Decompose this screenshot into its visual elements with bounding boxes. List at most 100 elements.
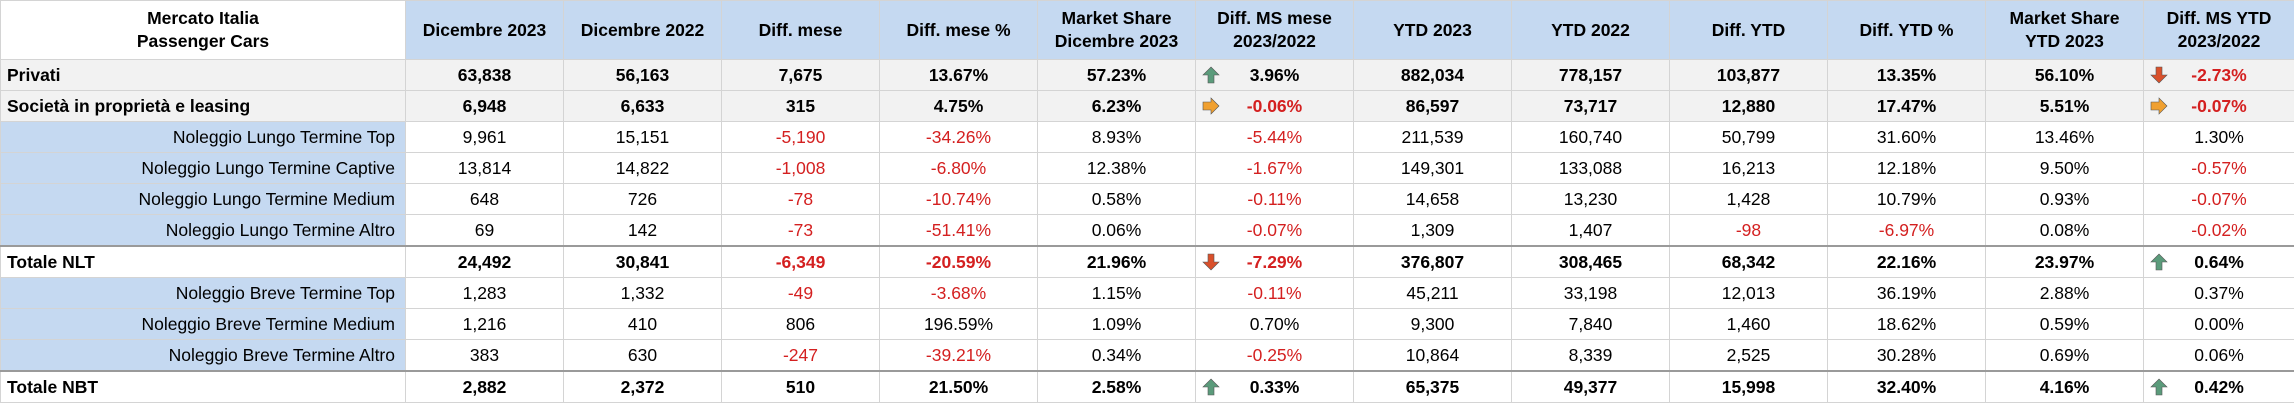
table-cell: -0.06% xyxy=(1195,90,1354,122)
column-header: YTD 2023 xyxy=(1353,0,1512,60)
cell-value: 510 xyxy=(785,376,816,397)
cell-value: 1,428 xyxy=(1726,188,1771,209)
cell-value: 9,300 xyxy=(1410,313,1455,334)
table-cell: -0.07% xyxy=(1195,214,1354,247)
table-row: Totale NLT 24,492 30,841 -6,349 -20.59% 21.96… xyxy=(0,245,2294,278)
table-cell: 73,717 xyxy=(1511,90,1670,122)
cell-value: 86,597 xyxy=(1405,95,1460,116)
cell-value: 8.93% xyxy=(1091,126,1142,147)
cell-value: 31.60% xyxy=(1876,126,1937,147)
cell-value: 0.93% xyxy=(2039,188,2090,209)
cell-value: 1,332 xyxy=(620,282,665,303)
cell-value: 7,840 xyxy=(1568,313,1613,334)
cell-value: 12,013 xyxy=(1721,282,1776,303)
cell-value: 2,882 xyxy=(462,376,507,397)
cell-value: 7,675 xyxy=(778,64,823,85)
column-header: Market Share YTD 2023 xyxy=(1985,0,2144,60)
cell-value: -34.26% xyxy=(925,126,992,147)
table-cell: 31.60% xyxy=(1827,121,1986,153)
table-row: Noleggio Breve Termine Medium 1,216 410 806… xyxy=(0,308,2294,340)
table-cell: 49,377 xyxy=(1511,370,1670,403)
table-cell: 23.97% xyxy=(1985,245,2144,278)
table-cell: 2.88% xyxy=(1985,277,2144,309)
column-header-line: Diff. mese % xyxy=(906,19,1011,40)
table-cell: 24,492 xyxy=(405,245,564,278)
cell-value: 36.19% xyxy=(1876,282,1937,303)
table-cell: 1.30% xyxy=(2143,121,2294,153)
cell-value: -10.74% xyxy=(925,188,992,209)
column-header-line: Dicembre 2023 xyxy=(1054,31,1179,51)
cell-value: 376,807 xyxy=(1400,251,1465,272)
cell-value: 68,342 xyxy=(1721,251,1776,272)
cell-value: -0.11% xyxy=(1247,282,1302,303)
table-cell: 1,428 xyxy=(1669,183,1828,215)
cell-value: 1.09% xyxy=(1091,313,1142,334)
table-cell: -0.02% xyxy=(2143,214,2294,247)
table-cell: 630 xyxy=(563,339,722,372)
table-cell: 65,375 xyxy=(1353,370,1512,403)
cell-value: 10.79% xyxy=(1876,188,1937,209)
table-cell: 30,841 xyxy=(563,245,722,278)
row-label: Società in proprietà e leasing xyxy=(0,90,406,122)
cell-value: 15,151 xyxy=(615,126,670,147)
table-cell: 45,211 xyxy=(1353,277,1512,309)
table-cell: -0.07% xyxy=(2143,183,2294,215)
cell-value: 806 xyxy=(785,313,816,334)
table-cell: 2,882 xyxy=(405,370,564,403)
table-cell: -0.11% xyxy=(1195,277,1354,309)
column-header-line: Diff. mese xyxy=(758,19,843,40)
cell-value: 65,375 xyxy=(1405,376,1460,397)
cell-value: 149,301 xyxy=(1400,157,1465,178)
table-cell: -1.67% xyxy=(1195,152,1354,184)
cell-value: 0.59% xyxy=(2039,313,2090,334)
table-body: Privati 63,838 56,163 7,675 13.67% 57.23% 3.96… xyxy=(0,59,2294,403)
table-cell: 142 xyxy=(563,214,722,247)
cell-value: 45,211 xyxy=(1406,282,1459,303)
row-label: Privati xyxy=(0,59,406,91)
table-cell: 6,948 xyxy=(405,90,564,122)
column-header: YTD 2022 xyxy=(1511,0,1670,60)
table-cell: 0.33% xyxy=(1195,370,1354,403)
table-cell: 376,807 xyxy=(1353,245,1512,278)
cell-value: 9.50% xyxy=(2039,157,2090,178)
cell-value: 648 xyxy=(469,188,500,209)
cell-value: 0.34% xyxy=(1091,344,1142,365)
cell-value: -6.97% xyxy=(1878,219,1935,240)
table-cell: 32.40% xyxy=(1827,370,1986,403)
column-header: Market Share Dicembre 2023 xyxy=(1037,0,1196,60)
cell-value: 33,198 xyxy=(1563,282,1618,303)
table-cell: 68,342 xyxy=(1669,245,1828,278)
row-label: Noleggio Lungo Termine Altro xyxy=(0,214,406,247)
table-cell: 315 xyxy=(721,90,880,122)
cell-value: 0.08% xyxy=(2039,219,2090,240)
table-cell: 0.70% xyxy=(1195,308,1354,340)
table-cell: 510 xyxy=(721,370,880,403)
cell-value: 160,740 xyxy=(1558,126,1623,147)
table-cell: 211,539 xyxy=(1353,121,1512,153)
table-cell: 15,998 xyxy=(1669,370,1828,403)
table-cell: -2.73% xyxy=(2143,59,2294,91)
cell-value: 0.06% xyxy=(1091,219,1142,240)
cell-value: 0.33% xyxy=(1249,376,1300,397)
cell-value: 5.51% xyxy=(2039,95,2090,116)
cell-value: 13,230 xyxy=(1563,188,1618,209)
cell-value: 14,658 xyxy=(1405,188,1460,209)
column-header-line: Diff. YTD xyxy=(1711,19,1786,40)
cell-value: -0.07% xyxy=(2191,95,2247,116)
table-row: Noleggio Lungo Termine Captive 13,814 14,8… xyxy=(0,152,2294,184)
table-row: Noleggio Breve Termine Altro 383 630 -247 -3… xyxy=(0,339,2294,372)
cell-value: 778,157 xyxy=(1558,64,1623,85)
cell-value: -5.44% xyxy=(1246,126,1303,147)
cell-value: 1,283 xyxy=(462,282,507,303)
cell-value: 1,309 xyxy=(1410,219,1455,240)
column-header-line: 2023/2022 xyxy=(2177,31,2261,51)
cell-value: 69 xyxy=(474,219,495,240)
table-cell: 21.96% xyxy=(1037,245,1196,278)
row-label: Noleggio Lungo Termine Medium xyxy=(0,183,406,215)
table-cell: 778,157 xyxy=(1511,59,1670,91)
column-header: Dicembre 2023 xyxy=(405,0,564,60)
table-row: Noleggio Lungo Termine Medium 648 726 -78 -1… xyxy=(0,183,2294,215)
cell-value: 9,961 xyxy=(462,126,507,147)
cell-value: -51.41% xyxy=(925,219,992,240)
